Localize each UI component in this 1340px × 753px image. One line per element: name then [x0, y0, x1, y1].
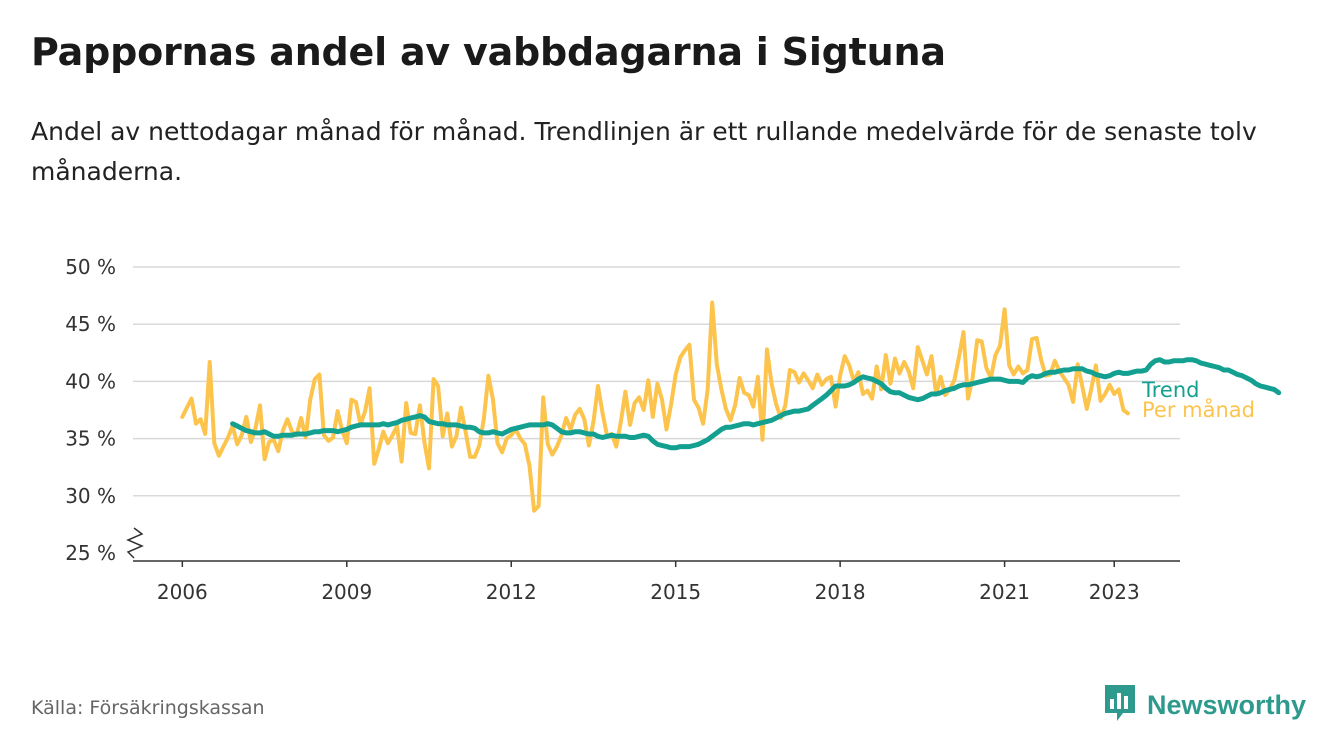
x-tick-label: 2021: [979, 580, 1030, 604]
bar-chart-logo-icon: [1103, 683, 1137, 727]
source-note: Källa: Försäkringskassan: [31, 697, 265, 719]
x-tick-label: 2015: [650, 580, 701, 604]
line-chart: 25 % 30 % 35 % 40 % 45 % 50 % 2006 2009 2012 201…: [65, 255, 1282, 604]
brand-logo[interactable]: Newsworthy: [1103, 683, 1306, 727]
x-tick-label: 2018: [815, 580, 866, 604]
x-tick-label: 2023: [1089, 580, 1140, 604]
y-tick-label: 30 %: [65, 484, 116, 508]
monthly-series-label: Per månad: [1142, 397, 1255, 422]
y-tick-label: 35 %: [65, 427, 116, 451]
y-tick-label: 25 %: [65, 541, 116, 565]
trend-series-label: Trend: [1141, 378, 1199, 402]
y-tick-label: 45 %: [65, 312, 116, 336]
series-end-labels: Trend Per månad: [1141, 378, 1255, 422]
axis-break-icon: [126, 527, 144, 559]
monthly-line: [180, 300, 1130, 513]
chart-title: Pappornas andel av vabbdagarna i Sigtuna: [31, 30, 946, 74]
x-tick-label: 2006: [157, 580, 208, 604]
y-axis-tick-labels: 25 % 30 % 35 % 40 % 45 % 50 %: [65, 255, 116, 565]
x-tick-label: 2012: [486, 580, 537, 604]
trend-line: [230, 357, 1282, 451]
series-lines: [180, 300, 1282, 513]
y-tick-label: 50 %: [65, 255, 116, 279]
chart-subtitle: Andel av nettodagar månad för månad. Tre…: [31, 117, 1257, 186]
x-tick-label: 2009: [321, 580, 372, 604]
brand-name: Newsworthy: [1147, 689, 1307, 720]
y-tick-label: 40 %: [65, 369, 116, 393]
x-axis: 2006 2009 2012 2015 2018 2021 2023: [126, 527, 1180, 604]
